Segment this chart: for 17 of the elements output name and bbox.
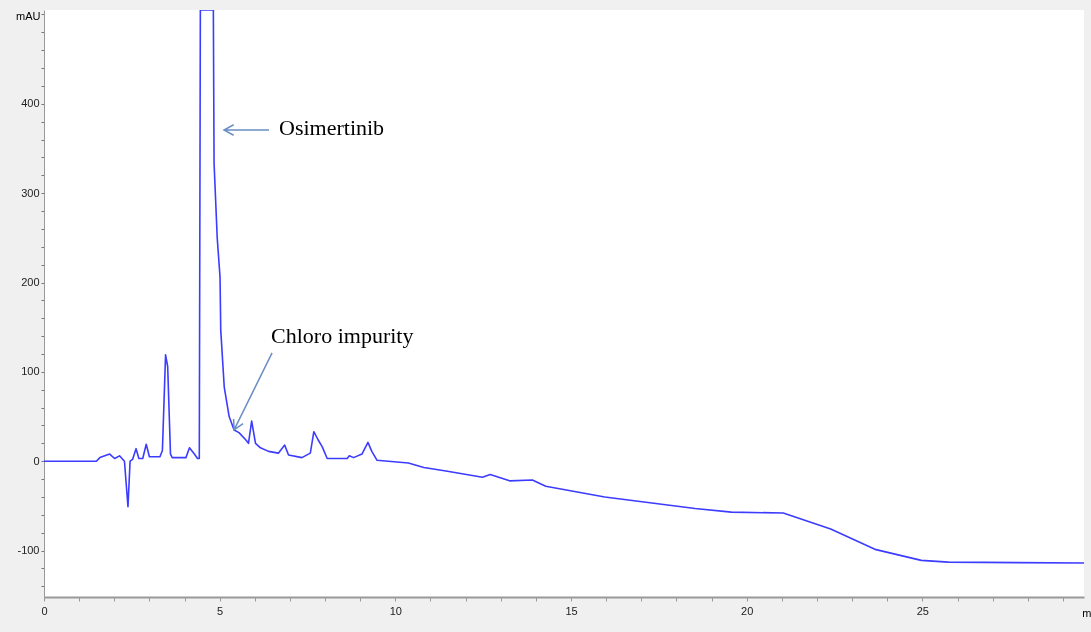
y-tick-label: 400	[21, 97, 40, 110]
x-tick-label: 5	[217, 604, 224, 617]
y-tick-label: 300	[21, 186, 40, 199]
x-tick-label: 0	[41, 604, 48, 617]
x-tick-label: 10	[389, 604, 402, 617]
y-tick-label: 200	[21, 276, 40, 288]
x-tick-label: 20	[741, 604, 754, 617]
x-axis-title: m	[1082, 606, 1091, 619]
line-series	[44, 10, 1084, 564]
y-tick-label: 100	[21, 365, 40, 378]
x-tick-label: 15	[565, 604, 578, 617]
y-tick-label: -100	[17, 544, 40, 557]
x-tick-label: 25	[916, 604, 929, 617]
annotation: Chloro impurity	[271, 322, 414, 348]
y-axis-title: mAU	[16, 9, 41, 22]
y-tick-label: 0	[33, 454, 40, 467]
annotation: Osimertinib	[279, 115, 385, 141]
